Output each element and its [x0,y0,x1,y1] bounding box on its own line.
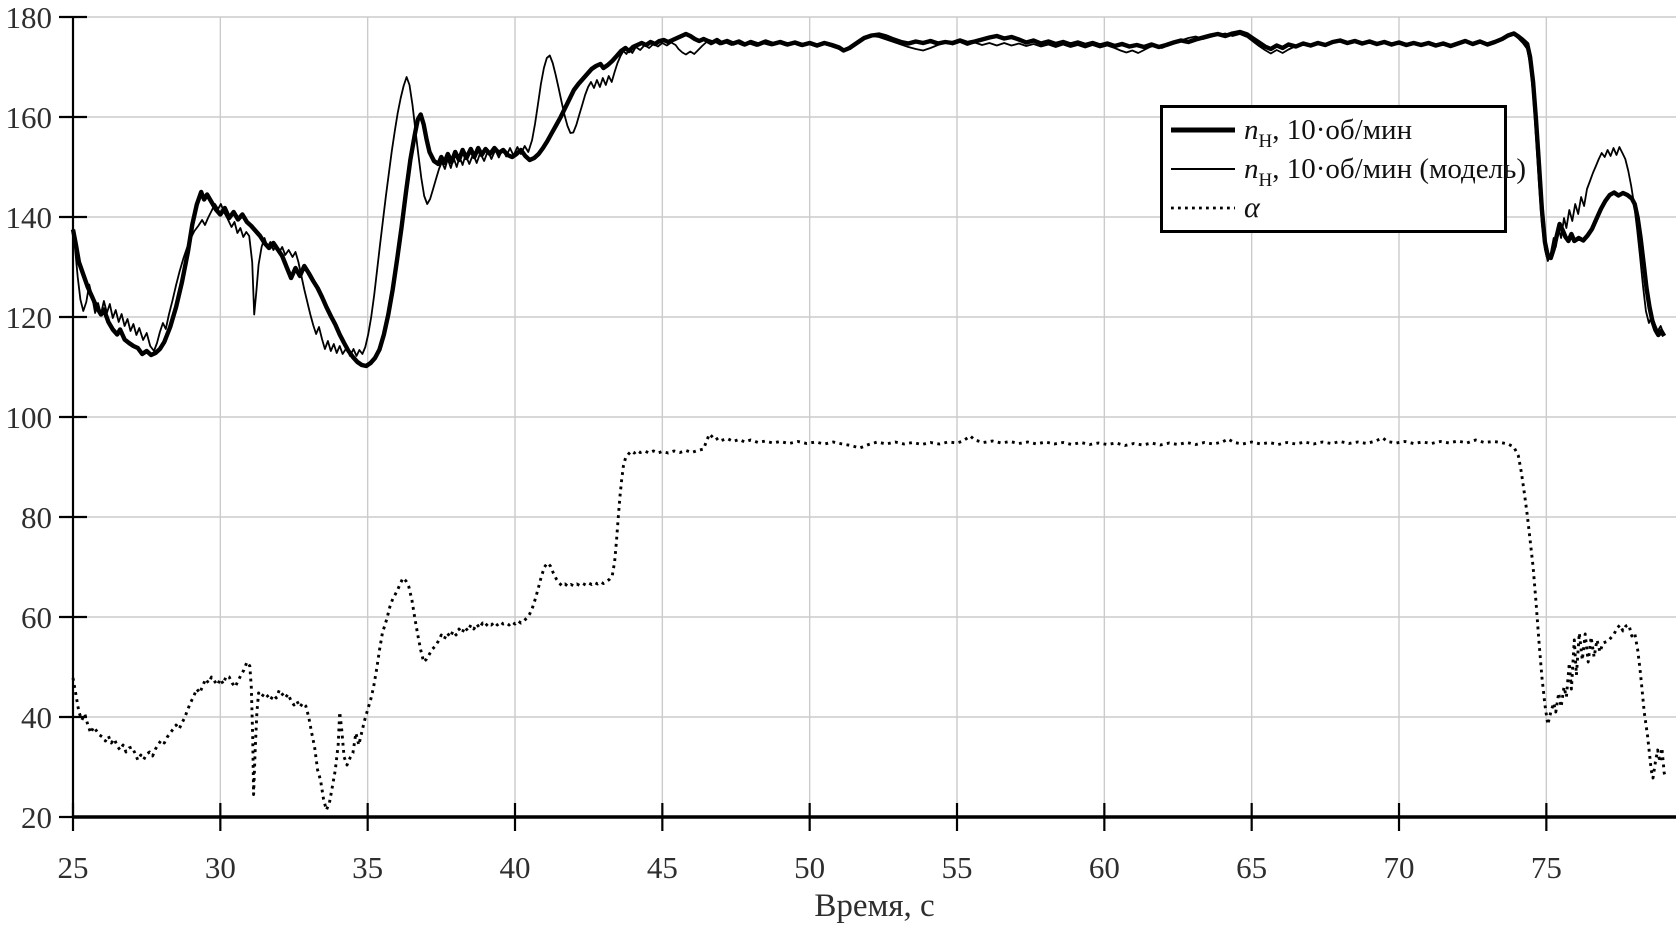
y-tick-label: 140 [6,200,53,235]
x-tick-label: 60 [1089,850,1120,885]
x-tick-label: 45 [647,850,678,885]
legend-row-model: nН, 10·об/мин (модель) [1171,150,1526,191]
x-tick-label: 55 [942,850,973,885]
y-tick-label: 100 [6,400,53,435]
legend-label-alpha: α [1244,191,1260,224]
legend: nН, 10·об/мин nН, 10·об/мин (модель) α [1160,105,1526,233]
y-tick-label: 20 [21,800,52,835]
x-tick-label: 40 [500,850,531,885]
legend-label-model: nН, 10·об/мин (модель) [1244,152,1526,191]
legend-label-measured: nН, 10·об/мин [1244,113,1413,152]
legend-thin-line-sample [1171,168,1235,170]
legend-dotted-line-sample [1171,206,1235,210]
y-tick-label: 40 [21,700,52,735]
y-tick-label: 160 [6,100,53,135]
series-line-2 [71,432,1668,812]
legend-row-alpha: α [1171,189,1504,227]
series-line-0 [70,29,1667,369]
series-line-1 [72,32,1665,357]
x-tick-label: 65 [1236,850,1267,885]
x-tick-label: 35 [352,850,383,885]
x-tick-label: 30 [205,850,236,885]
y-tick-label: 80 [21,500,52,535]
x-axis-label: Время, с [814,888,934,924]
x-tick-label: 75 [1531,850,1562,885]
legend-thick-line-sample [1171,127,1235,133]
x-tick-label: 50 [794,850,825,885]
x-tick-label: 25 [58,850,89,885]
y-tick-label: 180 [6,0,53,35]
legend-row-measured: nН, 10·об/мин [1171,111,1504,152]
y-tick-label: 120 [6,300,53,335]
y-tick-label: 60 [21,600,52,635]
x-tick-label: 70 [1384,850,1415,885]
